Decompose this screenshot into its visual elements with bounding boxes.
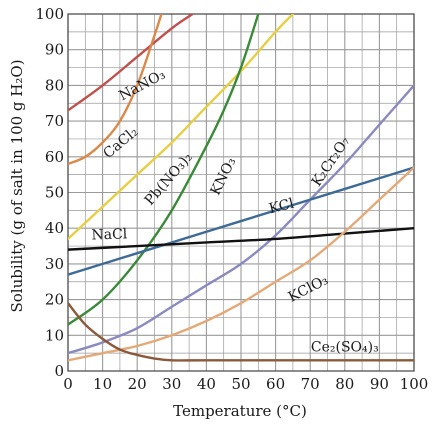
y-tick-label: 60 (45, 148, 64, 166)
y-tick-label: 90 (45, 41, 64, 59)
y-tick-label: 30 (45, 255, 64, 273)
x-tick-label: 100 (400, 375, 429, 393)
curve-label-ce2-so4-3: Ce₂(SO₄)₃ (311, 339, 379, 355)
x-tick-label: 20 (128, 375, 147, 393)
x-axis-title: Temperature (°C) (173, 402, 307, 420)
curve-label-kcl: KCl (267, 196, 296, 218)
x-tick-label: 80 (335, 375, 354, 393)
series-line-kno3 (68, 14, 260, 326)
x-tick-label: 10 (93, 375, 112, 393)
series-line-k2cr2o7 (68, 84, 414, 355)
x-tick-labels: 0 10 20 30 40 50 60 70 80 90 100 (63, 375, 428, 393)
curves (68, 14, 414, 362)
series-line-ce2-so4-3 (68, 301, 414, 362)
y-tick-label: 50 (45, 184, 64, 202)
y-tick-label: 80 (45, 76, 64, 94)
y-tick-label: 20 (45, 291, 64, 309)
series-line-kclo3 (68, 166, 414, 362)
y-tick-label: 40 (45, 219, 64, 237)
curve-label-nacl: NaCl (91, 226, 128, 243)
y-axis-title: Solubility (g of salt in 100 g H₂O) (8, 59, 26, 312)
y-tick-label: 0 (54, 362, 64, 380)
y-tick-label: 100 (35, 5, 64, 23)
x-tick-label: 30 (162, 375, 181, 393)
plot-border (67, 13, 415, 372)
series-line-cacl2 (68, 14, 163, 166)
x-tick-label: 40 (197, 375, 216, 393)
series-line-kcl (68, 166, 414, 276)
x-tick-label: 70 (301, 375, 320, 393)
y-tick-label: 10 (45, 326, 64, 344)
series-line-pb-no3-2 (68, 14, 295, 241)
x-tick-label: 50 (231, 375, 250, 393)
y-tick-label: 70 (45, 112, 64, 130)
series-line-nacl (68, 227, 414, 251)
grid (67, 13, 415, 372)
series-line-nano3 (68, 14, 194, 112)
x-tick-label: 0 (63, 375, 73, 393)
x-tick-label: 60 (266, 375, 285, 393)
y-tick-labels: 0 10 20 30 40 50 60 70 80 90 100 (35, 5, 64, 380)
x-tick-label: 90 (370, 375, 389, 393)
